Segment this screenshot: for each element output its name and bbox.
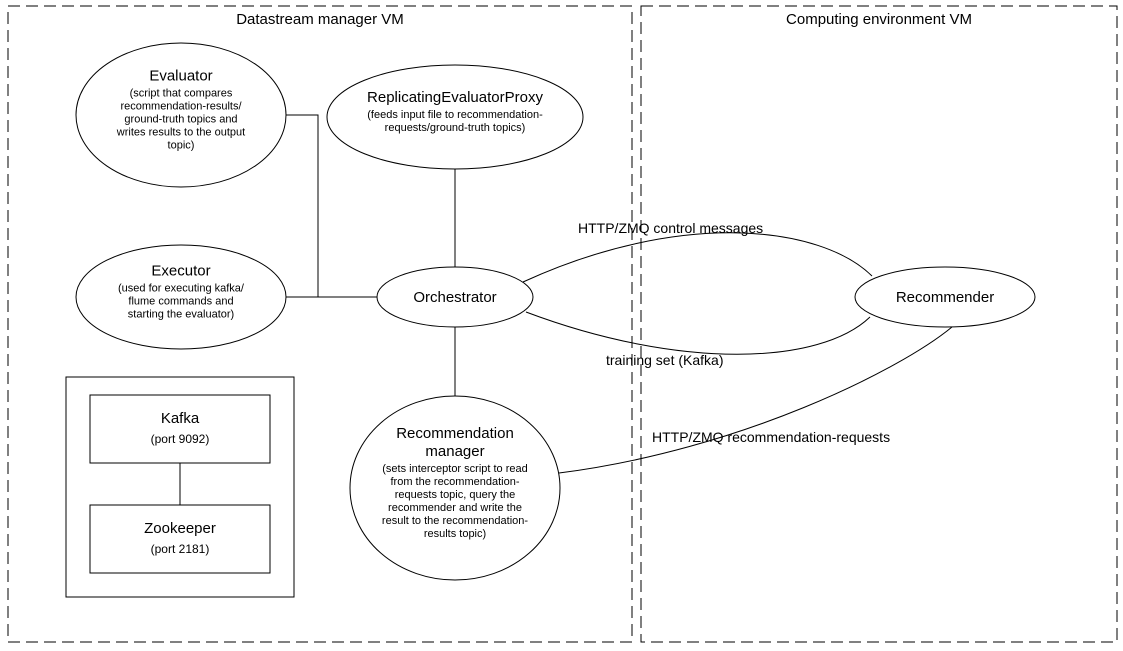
evaluator-desc-4: topic) — [168, 140, 195, 152]
edge-label-orchestrator-recommender: HTTP/ZMQ control messages — [578, 220, 763, 236]
recmgr-desc-1: from the recommendation- — [391, 476, 520, 488]
architecture-diagram: Datastream manager VM Computing environme… — [0, 0, 1123, 651]
kafka-title: Kafka — [161, 410, 200, 427]
proxy-desc-1: requests/ground-truth topics) — [385, 122, 526, 134]
edge-label-recmgr-recommender: HTTP/ZMQ recommendation-requests — [652, 429, 890, 445]
proxy-title: ReplicatingEvaluatorProxy — [367, 89, 543, 106]
recommender-title: Recommender — [896, 289, 994, 306]
evaluator-desc-1: recommendation-results/ — [120, 101, 242, 113]
zookeeper-sub: (port 2181) — [151, 542, 210, 556]
recmgr-desc-2: requests topic, query the — [395, 489, 515, 501]
recmgr-desc-0: (sets interceptor script to read — [382, 463, 528, 475]
recmgr-node — [350, 396, 560, 580]
recmgr-desc-5: results topic) — [424, 528, 486, 540]
right-region-title: Computing environment VM — [786, 11, 972, 28]
executor-desc-2: starting the evaluator) — [128, 309, 234, 321]
kafka-sub: (port 9092) — [151, 432, 210, 446]
right-region — [641, 6, 1117, 642]
left-region-title: Datastream manager VM — [236, 11, 404, 28]
recmgr-desc-3: recommender and write the — [388, 502, 522, 514]
edge-orchestrator-recommender — [523, 233, 872, 282]
executor-desc-0: (used for executing kafka/ — [118, 283, 245, 295]
kafka-box — [90, 395, 270, 463]
orchestrator-title: Orchestrator — [413, 289, 496, 306]
executor-desc-1: flume commands and — [128, 296, 233, 308]
zookeeper-title: Zookeeper — [144, 520, 216, 537]
evaluator-desc-3: writes results to the output — [116, 127, 245, 139]
evaluator-title: Evaluator — [149, 68, 212, 85]
recmgr-title: Recommendation — [396, 425, 514, 442]
executor-title: Executor — [151, 263, 210, 280]
edge-recmgr-recommender — [559, 327, 952, 473]
recmgr-desc-4: result to the recommendation- — [382, 515, 528, 527]
evaluator-desc-0: (script that compares — [130, 88, 233, 100]
evaluator-desc-2: ground-truth topics and — [124, 114, 237, 126]
proxy-desc-0: (feeds input file to recommendation- — [367, 109, 543, 121]
zookeeper-box — [90, 505, 270, 573]
edge-label-orchestrator-recommender: training set (Kafka) — [606, 352, 724, 368]
recmgr-title2: manager — [425, 443, 484, 460]
edge-orchestrator-recommender — [526, 312, 870, 354]
